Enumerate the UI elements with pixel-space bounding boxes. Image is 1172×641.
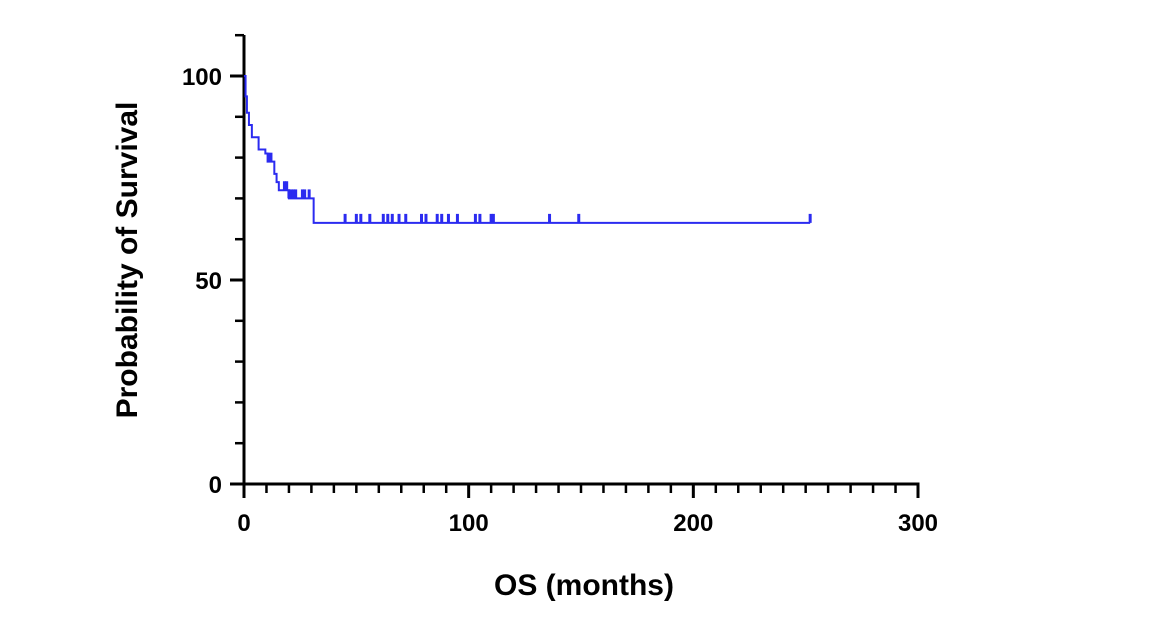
y-tick-label: 100 — [182, 64, 222, 91]
x-tick-label: 300 — [898, 510, 938, 537]
axes — [242, 35, 920, 486]
survival-curve-line — [244, 75, 811, 224]
y-axis-title: Probability of Survival — [111, 102, 144, 419]
x-tick-label: 200 — [673, 510, 713, 537]
x-axis-title: OS (months) — [494, 569, 674, 602]
x-tick-label: 100 — [449, 510, 489, 537]
y-tick-label: 0 — [209, 472, 222, 499]
tick-marks — [230, 33, 920, 498]
y-tick-label: 50 — [195, 268, 222, 295]
censor-marks — [267, 152, 812, 223]
x-tick-label: 0 — [237, 510, 250, 537]
tick-labels: 0 100 200 300 0 50 100 — [182, 64, 938, 537]
survival-series — [244, 75, 811, 224]
